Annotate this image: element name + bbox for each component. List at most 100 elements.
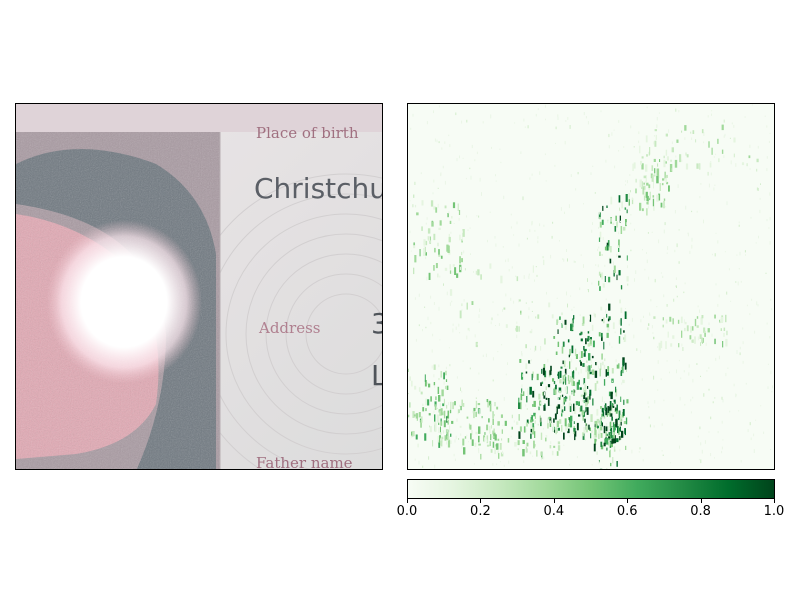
heatmap-cell <box>419 249 421 257</box>
heatmap-cell <box>530 433 532 439</box>
heatmap-cell <box>454 401 456 406</box>
heatmap-cell <box>531 328 533 332</box>
heatmap-cell <box>576 382 579 390</box>
heatmap-cell <box>657 360 659 364</box>
heatmap-cell <box>613 129 615 131</box>
heatmap-cell <box>647 232 649 234</box>
heatmap-cell <box>618 427 620 435</box>
heatmap-cell <box>502 309 503 312</box>
heatmap-cell <box>460 387 461 391</box>
heatmap-cell <box>624 428 626 436</box>
heatmap-cell <box>757 145 759 149</box>
heatmap-cell <box>618 150 620 152</box>
heatmap-cell <box>539 415 541 423</box>
heatmap-cell <box>633 334 635 339</box>
heatmap-cell <box>470 433 472 440</box>
heatmap-cell <box>742 341 744 345</box>
heatmap-cell <box>630 125 632 129</box>
heatmap-cell <box>513 420 515 423</box>
heatmap-cell <box>474 442 477 447</box>
heatmap-cell <box>498 323 500 326</box>
heatmap-cell <box>502 424 504 427</box>
heatmap-cell <box>527 125 529 129</box>
heatmap-cell <box>504 420 507 426</box>
heatmap-cell <box>587 278 588 282</box>
heatmap-cell <box>659 175 661 179</box>
heatmap-cell <box>619 215 621 223</box>
heatmap-cell <box>490 321 492 325</box>
heatmap-cell <box>684 125 687 131</box>
heatmap-cell <box>589 339 592 345</box>
heatmap-cell <box>446 244 449 252</box>
heatmap-cell <box>696 210 698 213</box>
heatmap-cell <box>492 418 494 425</box>
heatmap-cell <box>616 221 618 228</box>
heatmap-cell <box>560 207 562 211</box>
heatmap-cell <box>458 210 461 215</box>
heatmap-cell <box>438 378 440 381</box>
heatmap-cell <box>599 418 601 426</box>
heatmap-cell <box>580 394 584 397</box>
heatmap-cell <box>449 409 452 414</box>
heatmap-cell <box>603 364 606 370</box>
heatmap-cell <box>601 336 603 341</box>
heatmap-cell <box>714 184 716 186</box>
heatmap-cell <box>611 420 613 426</box>
heatmap-cell <box>676 139 679 143</box>
heatmap-cell <box>564 211 565 214</box>
heatmap-cell <box>537 236 539 240</box>
heatmap-cell <box>570 295 572 297</box>
heatmap-cell <box>466 119 468 123</box>
heatmap-cell <box>690 399 692 402</box>
heatmap-cell <box>499 461 501 463</box>
heatmap-cell <box>539 171 541 175</box>
heatmap-cell <box>647 205 649 209</box>
heatmap-cell <box>685 205 687 210</box>
heatmap-cell <box>678 261 680 264</box>
heatmap-cell <box>662 178 665 181</box>
heatmap-cell <box>500 161 502 164</box>
heatmap-cell <box>524 126 526 128</box>
heatmap-cell <box>625 184 626 186</box>
heatmap-cell <box>618 410 621 419</box>
heatmap-cell <box>461 309 463 311</box>
heatmap-cell <box>674 210 676 214</box>
heatmap-cell <box>465 177 467 180</box>
address-value-line1: 3 <box>371 307 382 340</box>
heatmap-cell <box>424 380 427 387</box>
heatmap-cell <box>679 445 680 449</box>
heatmap-cell <box>516 276 519 282</box>
heatmap-cell <box>586 425 588 433</box>
colorbar-tick <box>407 499 408 503</box>
heatmap-cell <box>444 267 448 271</box>
heatmap-cell <box>700 375 701 377</box>
heatmap-cell <box>618 418 620 421</box>
heatmap-cell <box>573 370 575 374</box>
heatmap-cell <box>666 252 668 254</box>
heatmap-cell <box>561 425 563 432</box>
heatmap-cell <box>611 368 614 374</box>
heatmap-cell <box>756 158 759 163</box>
heatmap-cell <box>663 155 665 159</box>
heatmap-cell <box>409 402 411 408</box>
heatmap-cell <box>437 386 440 394</box>
heatmap-cell <box>642 187 644 195</box>
heatmap-cell <box>556 451 559 456</box>
heatmap-cell <box>549 445 552 449</box>
heatmap-cell <box>694 336 696 344</box>
heatmap-cell <box>551 235 553 239</box>
heatmap-cell <box>492 463 494 466</box>
heatmap-cell <box>552 221 554 224</box>
heatmap-cell <box>566 424 568 432</box>
heatmap-cell <box>495 180 497 182</box>
heatmap-cell <box>707 328 710 333</box>
heatmap-cell <box>733 383 735 387</box>
heatmap-cell <box>569 406 572 412</box>
heatmap-cell <box>431 365 433 369</box>
heatmap-cell <box>522 374 524 377</box>
heatmap-cell <box>439 435 441 443</box>
heatmap-cell <box>666 181 669 185</box>
heatmap-cell <box>681 159 683 162</box>
heatmap-cell <box>625 222 627 226</box>
heatmap-cell <box>641 163 644 170</box>
